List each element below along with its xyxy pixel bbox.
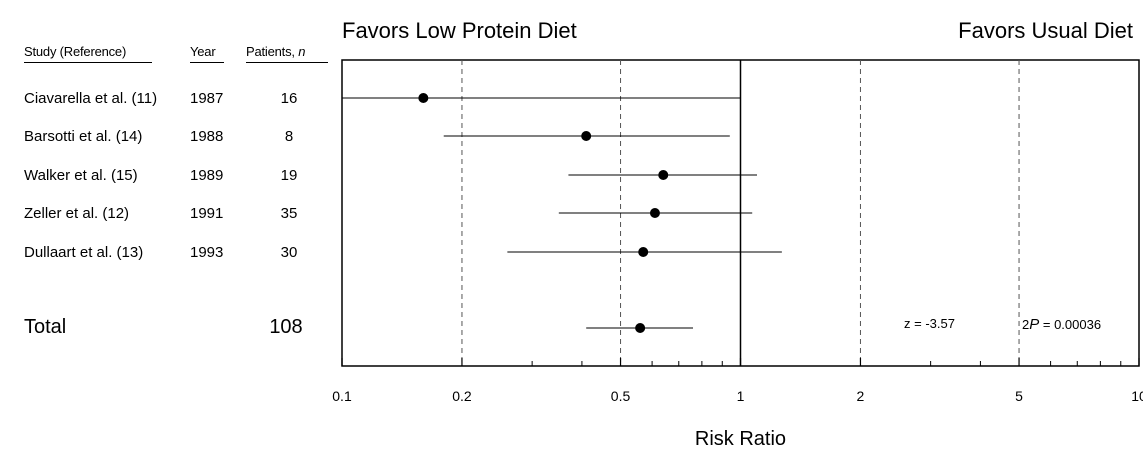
header-patients: Patients, n <box>246 44 305 59</box>
tick-label: 0.1 <box>332 388 352 404</box>
tick-label: 10 <box>1131 388 1143 404</box>
study-year: 1991 <box>190 205 224 222</box>
study-patients: 30 <box>280 244 298 261</box>
study-point <box>581 131 592 141</box>
study-patients: 35 <box>280 205 298 222</box>
total-label: Total <box>24 316 67 338</box>
p-value: 2P = 0.00036 <box>1022 316 1101 333</box>
header-year-underline <box>190 62 224 63</box>
study-point <box>658 170 669 180</box>
study-point <box>418 93 429 103</box>
header-patients-underline <box>246 62 328 63</box>
study-label: Zeller et al. (12) <box>24 205 130 222</box>
study-year: 1989 <box>190 167 224 184</box>
study-year: 1988 <box>190 128 224 145</box>
tick-label: 2 <box>857 388 865 404</box>
tick-label: 0.2 <box>452 388 472 404</box>
study-patients: 8 <box>284 128 294 145</box>
study-patients: 19 <box>280 167 298 184</box>
tick-label: 5 <box>1015 388 1023 404</box>
p-value-text: 2P = 0.00036 <box>1022 316 1102 333</box>
total-point <box>635 323 646 333</box>
tick-label: 0.5 <box>611 388 631 404</box>
favors-left-label: Favors Low Protein Diet <box>342 18 577 43</box>
z-statistic: z = -3.57 <box>904 316 955 331</box>
favors-right-label: Favors Usual Diet <box>958 18 1133 43</box>
study-label: Ciavarella et al. (11) <box>24 90 158 107</box>
study-label: Barsotti et al. (14) <box>24 128 143 145</box>
study-point <box>649 208 660 218</box>
total-patients: 108 <box>269 316 303 338</box>
study-label: Walker et al. (15) <box>24 167 138 184</box>
header-patients-text: Patients, n <box>246 44 306 59</box>
header-study-underline <box>24 62 152 63</box>
tick-label: 1 <box>737 388 745 404</box>
study-year: 1993 <box>190 244 224 261</box>
x-axis-title: Risk Ratio <box>695 428 786 450</box>
study-point <box>638 247 649 257</box>
study-patients: 16 <box>280 90 298 107</box>
study-year: 1987 <box>190 90 224 107</box>
header-study: Study (Reference) <box>24 44 127 59</box>
study-label: Dullaart et al. (13) <box>24 244 144 261</box>
header-year: Year <box>190 44 216 59</box>
